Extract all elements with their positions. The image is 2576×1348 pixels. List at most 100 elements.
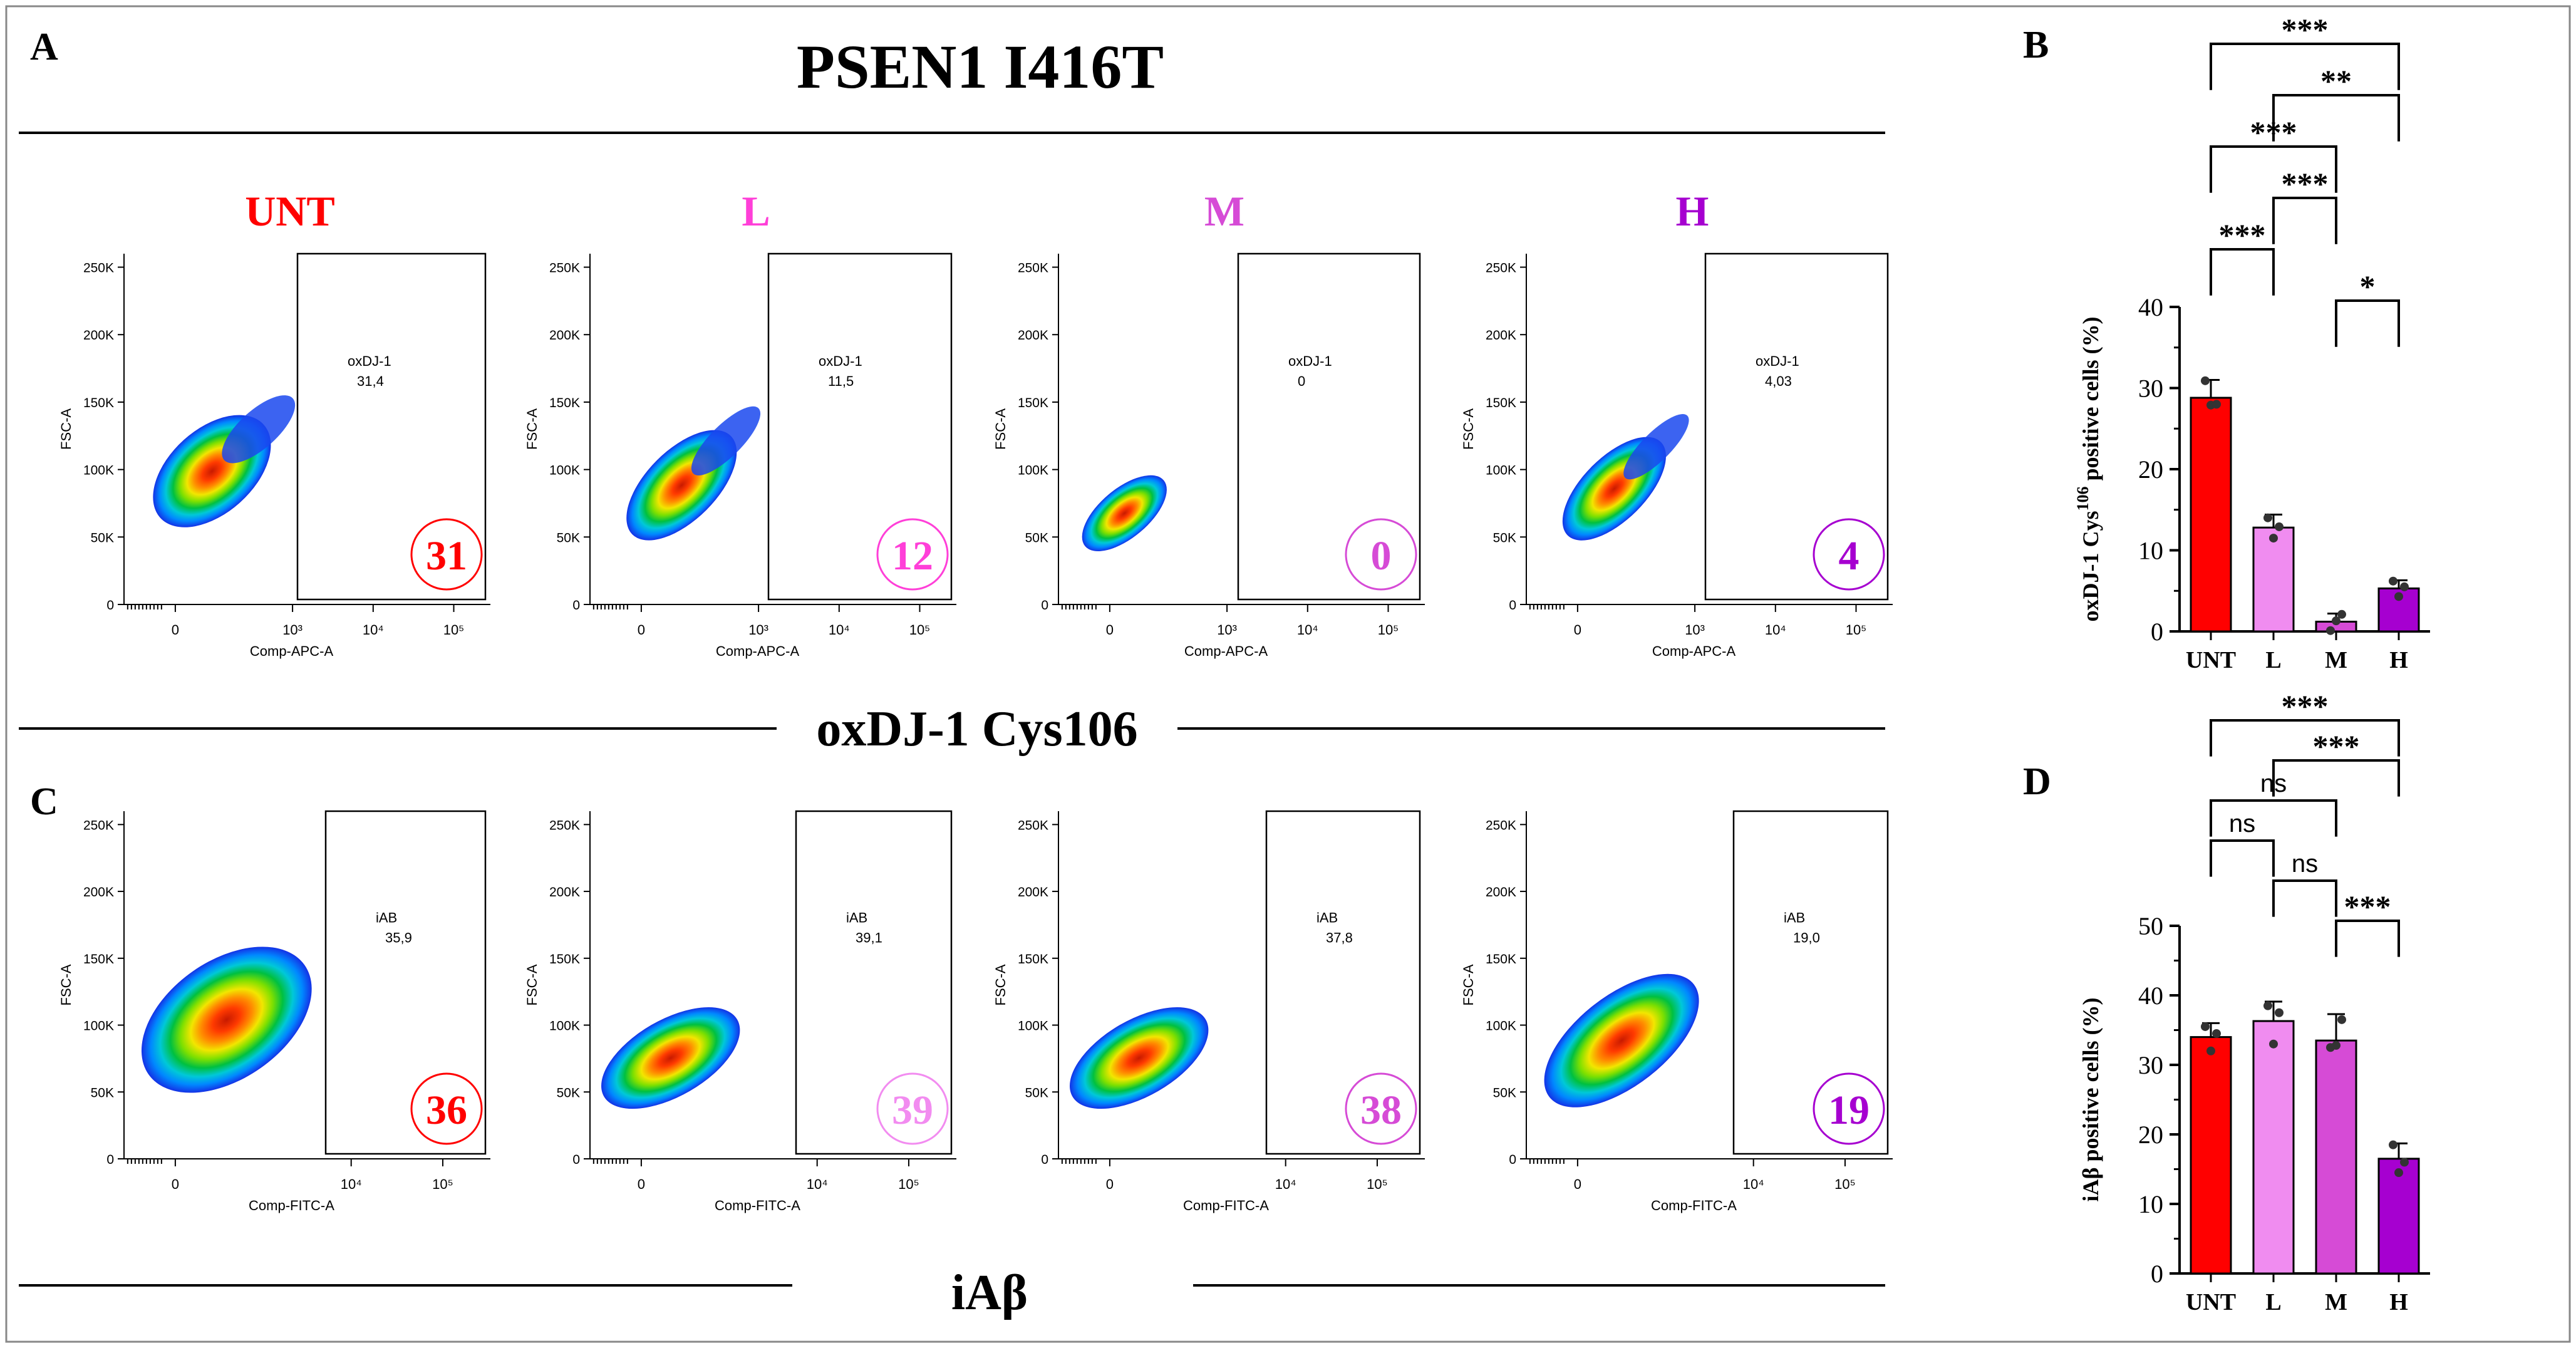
event-density — [1544, 973, 1699, 1107]
gate-box — [1265, 810, 1421, 1155]
y-axis-label-main: oxDJ-1 Cys — [2078, 511, 2103, 621]
flow-cytometry-plots: UNT 0 50K 100K 150K 200K 250K FSC-A 0 10³ 10⁴ 10⁵ Co… — [58, 187, 1893, 1213]
y-tick-label: 200K — [1018, 885, 1048, 900]
x-tick-label: 0 — [1106, 1176, 1114, 1192]
x-tick-label: 10⁵ — [443, 622, 465, 638]
significance-bracket — [2210, 43, 2400, 90]
data-point — [2212, 400, 2221, 409]
x-axis-label: Comp-APC-A — [716, 643, 800, 659]
data-point — [2389, 576, 2398, 586]
percent-badge-circle — [876, 518, 949, 591]
significance-label: *** — [2344, 889, 2391, 924]
significance-label: ns — [2292, 850, 2318, 878]
event-density — [1070, 1007, 1209, 1109]
x-tick-label-l: L — [2265, 647, 2281, 673]
flow-header-m: M — [1204, 187, 1244, 235]
y-tick-label: 30 — [2138, 375, 2163, 403]
y-tick-label: 0 — [2151, 1260, 2163, 1288]
y-tick-label: 200K — [1018, 328, 1048, 343]
gate-name: iAB — [376, 910, 397, 926]
significance-bracket — [2335, 299, 2400, 347]
significance-bracket — [2210, 799, 2337, 837]
bar-unt — [2190, 397, 2232, 633]
gate-name: oxDJ-1 — [819, 353, 862, 369]
x-axis-label: Comp-FITC-A — [1183, 1198, 1269, 1213]
significance-bracket — [2272, 879, 2337, 917]
significance-label: *** — [2282, 688, 2329, 723]
gate-value: 39,1 — [856, 930, 882, 946]
y-tick-label: 50K — [1493, 1086, 1516, 1100]
percent-badge-value: 38 — [1360, 1087, 1402, 1133]
x-tick-label: 10⁵ — [909, 622, 931, 638]
y-tick-label: 250K — [1486, 818, 1516, 832]
bar-unt — [2190, 1036, 2232, 1275]
x-tick-label: 10⁴ — [1743, 1176, 1764, 1192]
y-tick-label: 200K — [549, 885, 580, 900]
percent-badge-value: 12 — [892, 533, 933, 579]
y-tick-label: 50K — [1025, 531, 1048, 545]
y-tick-label: 10 — [2138, 537, 2163, 565]
gate-value: 35,9 — [385, 930, 412, 946]
x-tick-label: 10⁴ — [1297, 622, 1318, 638]
y-axis-label: iAβ positive cells (%) — [2078, 998, 2103, 1202]
y-tick-label: 0 — [1041, 598, 1048, 613]
x-tick-label-h: H — [2389, 647, 2408, 673]
y-tick-label: 150K — [1486, 952, 1516, 967]
percent-badge-circle — [1345, 518, 1417, 591]
x-tick-label: 10⁵ — [1834, 1176, 1856, 1192]
percent-badge-circle — [1813, 518, 1885, 591]
event-density — [601, 1007, 740, 1109]
x-tick-label: 0 — [1574, 622, 1581, 638]
gate-value: 11,5 — [828, 373, 854, 389]
flow-plot-ox-h: H 0 50K 100K 150K 200K 250K FSC-A 0 10³ 10⁴ 10⁵ Comp… — [1461, 187, 1893, 659]
ox-section-label: oxDJ-1 Cys106 — [816, 702, 1137, 757]
gate-box — [1732, 810, 1889, 1155]
significance-label: ns — [2229, 810, 2255, 837]
y-axis-label: FSC-A — [1461, 408, 1476, 450]
percent-badge-circle — [876, 1072, 949, 1145]
flow-plot-ox-unt: UNT 0 50K 100K 150K 200K 250K FSC-A 0 10³ 10⁴ 10⁵ Co… — [58, 187, 490, 659]
event-cloud — [1070, 1007, 1209, 1109]
significance-label: *** — [2219, 217, 2266, 252]
y-axis-label: FSC-A — [524, 964, 540, 1005]
data-point — [2332, 1040, 2341, 1050]
x-tick-label-unt: UNT — [2186, 1289, 2236, 1315]
percent-badge-circle — [1813, 1072, 1885, 1145]
x-axis-label: Comp-FITC-A — [249, 1198, 334, 1213]
y-tick-label: 250K — [83, 818, 114, 832]
panel-label-c: C — [30, 780, 58, 823]
gate-name: iAB — [846, 910, 867, 926]
y-tick-label: 0 — [1509, 598, 1516, 613]
y-tick-label: 0 — [572, 598, 580, 613]
x-axis-label: Comp-APC-A — [250, 643, 334, 659]
percent-badge-value: 4 — [1839, 533, 1860, 579]
x-tick-label-m: M — [2325, 647, 2347, 673]
y-tick-label: 200K — [1486, 885, 1516, 900]
y-tick-label: 50K — [1493, 531, 1516, 545]
gate-box — [795, 810, 953, 1155]
iab-section-label: iAβ — [951, 1265, 1028, 1320]
y-tick-label: 250K — [549, 818, 580, 832]
significance-bracket — [2210, 839, 2275, 877]
gate-box — [1704, 252, 1889, 601]
gate-name: oxDJ-1 — [348, 353, 391, 369]
percent-badge-value: 36 — [426, 1087, 467, 1133]
significance-bracket — [2210, 248, 2275, 296]
x-tick-label: 10⁵ — [432, 1176, 453, 1192]
data-point — [2394, 592, 2403, 601]
y-tick-label: 100K — [83, 1019, 114, 1034]
gate-name: oxDJ-1 — [1288, 353, 1332, 369]
data-point — [2337, 609, 2346, 619]
data-point — [2206, 1046, 2215, 1055]
significance-label: * — [2360, 269, 2376, 304]
figure-title: PSEN1 I416T — [797, 32, 1164, 101]
data-point — [2389, 1140, 2398, 1149]
y-tick-label: 150K — [83, 396, 114, 410]
y-tick-label: 50 — [2138, 912, 2163, 940]
flow-plot-iab-m: 0 50K 100K 150K 200K 250K FSC-A 0 10⁴ 10⁵ Comp-FIT… — [993, 810, 1425, 1213]
event-tail — [222, 395, 296, 464]
flow-header-unt: UNT — [245, 187, 335, 235]
event-cloud — [601, 1007, 740, 1109]
event-cloud — [626, 406, 761, 541]
data-point — [2212, 1029, 2221, 1039]
